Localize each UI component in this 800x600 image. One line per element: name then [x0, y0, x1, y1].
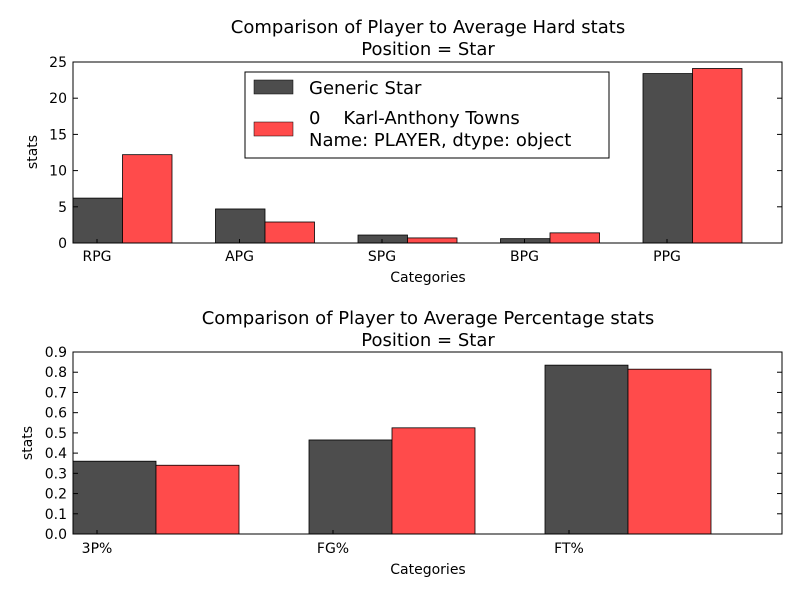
legend-label-player-line2: Name: PLAYER, dtype: object	[309, 130, 571, 151]
chart2-xtick-fgpct: FG%	[317, 541, 349, 557]
chart1-ytick-25: 25	[49, 55, 67, 71]
chart2-ytick-0-6: 0.6	[45, 406, 67, 422]
chart1-xtick-bpg: BPG	[510, 249, 539, 265]
chart1-bar-rpg-series-0	[72, 197, 123, 244]
chart2-ylabel: stats	[20, 426, 36, 460]
chart1-ylabel: stats	[25, 135, 41, 169]
chart1-bar-rpg-series-1	[122, 154, 173, 244]
hard-stats-chart: Comparison of Player to Average Hard sta…	[25, 17, 783, 286]
chart2-y-ticks: 0.0 0.1 0.2 0.3 0.4 0.5 0.6 0.7 0.8 0.9	[45, 345, 782, 543]
chart1-xtick-rpg: RPG	[82, 249, 111, 265]
chart2-ytick-0-9: 0.9	[45, 345, 67, 361]
chart1-bars	[72, 68, 743, 244]
chart2-title: Comparison of Player to Average Percenta…	[202, 308, 655, 329]
legend-label-player: 0 Karl-Anthony Towns	[309, 108, 520, 129]
chart1-title: Comparison of Player to Average Hard sta…	[231, 17, 625, 38]
chart1-ytick-5: 5	[58, 200, 67, 216]
chart2-ytick-0-3: 0.3	[45, 466, 67, 482]
chart2-ytick-0-5: 0.5	[45, 426, 67, 442]
chart2-ytick-0-8: 0.8	[45, 365, 67, 381]
chart1-xtick-ppg: PPG	[653, 249, 681, 265]
chart1-legend: Generic Star 0 Karl-Anthony Towns Name: …	[244, 71, 610, 159]
chart1-axes-frame	[72, 61, 783, 244]
chart1-bar-bpg-series-1	[549, 232, 600, 244]
chart2-bars	[72, 364, 712, 535]
chart1-bar-apg-series-0	[215, 208, 266, 244]
chart2-bar-fgpct-series-1	[391, 427, 476, 535]
chart2-bar-fgpct-series-0	[308, 439, 393, 535]
chart2-xlabel: Categories	[390, 562, 465, 578]
chart1-xtick-apg: APG	[225, 249, 254, 265]
chart2-xtick-ftpct: FT%	[554, 541, 584, 557]
chart1-bar-spg-series-0	[357, 234, 408, 244]
chart1-bar-apg-series-1	[264, 221, 315, 244]
legend-swatch-player	[253, 121, 294, 137]
chart2-ytick-0-1: 0.1	[45, 507, 67, 523]
chart1-xlabel: Categories	[390, 270, 465, 286]
chart2-ytick-0-7: 0.7	[45, 385, 67, 401]
chart1-bar-ppg-series-1	[692, 68, 743, 244]
legend-swatch-generic-star	[253, 79, 294, 95]
chart2-bar-ftpct-series-1	[627, 368, 712, 535]
legend-frame	[244, 71, 610, 159]
legend-label-generic-star: Generic Star	[309, 78, 422, 99]
chart2-xtick-3ppct: 3P%	[82, 541, 113, 557]
chart1-bar-bpg-series-0	[500, 238, 551, 244]
chart2-bar-3ppct-series-1	[155, 464, 240, 535]
chart2-x-ticks: 3P% FG% FT%	[82, 530, 584, 557]
chart1-ytick-20: 20	[49, 91, 67, 107]
chart2-bar-ftpct-series-0	[544, 364, 629, 535]
chart2-ytick-0-4: 0.4	[45, 446, 67, 462]
chart2-ytick-0-2: 0.2	[45, 487, 67, 503]
chart2-ytick-0-0: 0.0	[45, 527, 67, 543]
chart1-x-ticks: RPG APG SPG BPG PPG	[82, 239, 681, 265]
chart1-ytick-0: 0	[58, 236, 67, 252]
chart2-axes-frame	[72, 351, 783, 535]
chart1-subtitle: Position = Star	[361, 39, 495, 60]
chart1-bar-ppg-series-0	[642, 73, 693, 244]
chart1-bar-spg-series-1	[407, 237, 458, 244]
chart2-bar-3ppct-series-0	[72, 460, 157, 535]
chart2-subtitle: Position = Star	[361, 330, 495, 351]
chart1-xtick-spg: SPG	[368, 249, 396, 265]
percentage-stats-chart: Comparison of Player to Average Percenta…	[20, 308, 783, 578]
chart1-ytick-10: 10	[49, 164, 67, 180]
chart1-y-ticks: 0 5 10 15 20 25	[49, 55, 782, 252]
chart1-ytick-15: 15	[49, 127, 67, 143]
